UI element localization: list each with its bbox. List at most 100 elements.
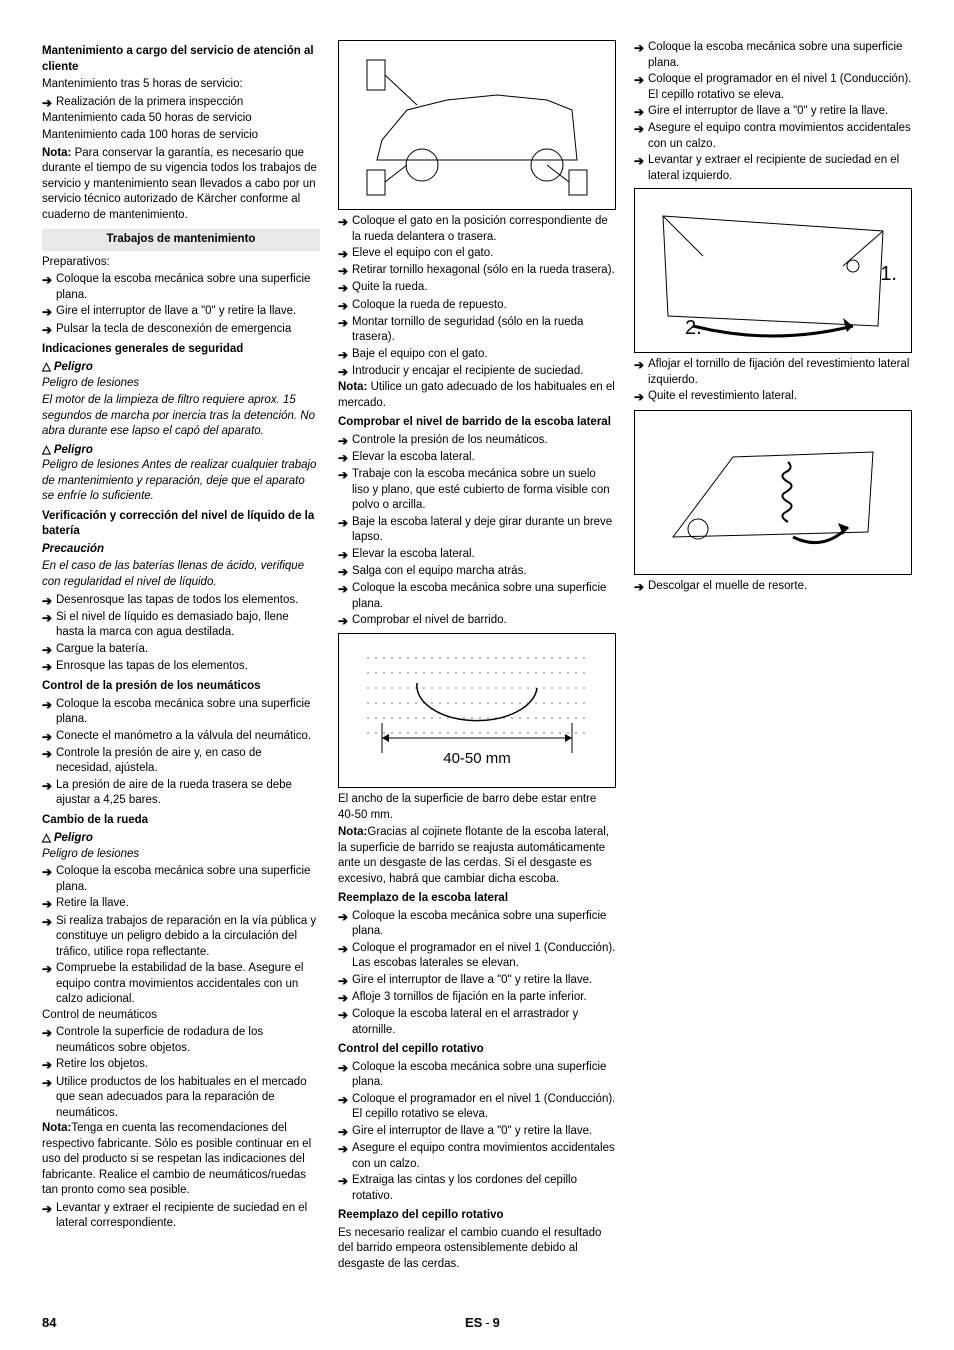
arrow-icon: ➔ bbox=[338, 547, 352, 563]
list-item: ➔Coloque el programador en el nivel 1 (C… bbox=[634, 72, 912, 103]
arrow-icon: ➔ bbox=[42, 95, 56, 111]
heading-check-roller: Control del cepillo rotativo bbox=[338, 1042, 616, 1058]
list-item: ➔Coloque la escoba mecánica sobre una su… bbox=[338, 909, 616, 940]
list-item: ➔Baje el equipo con el gato. bbox=[338, 347, 616, 363]
list-item: ➔Conecte el manómetro a la válvula del n… bbox=[42, 729, 320, 745]
figure-side-cover: 1. 2. bbox=[634, 188, 912, 353]
arrow-icon: ➔ bbox=[338, 564, 352, 580]
list-item: ➔Gire el interruptor de llave a "0" y re… bbox=[634, 104, 912, 120]
list-item: ➔Montar tornillo de seguridad (sólo en l… bbox=[338, 315, 616, 346]
arrow-icon: ➔ bbox=[42, 1057, 56, 1073]
list-item: ➔Levantar y extraer el recipiente de suc… bbox=[42, 1201, 320, 1232]
arrow-icon: ➔ bbox=[42, 778, 56, 794]
heading-tyre-pressure: Control de la presión de los neumáticos bbox=[42, 679, 320, 695]
arrow-icon: ➔ bbox=[42, 304, 56, 320]
list-item: ➔Coloque el gato en la posición correspo… bbox=[338, 214, 616, 245]
arrow-icon: ➔ bbox=[634, 72, 648, 88]
list-item: ➔Coloque la escoba mecánica sobre una su… bbox=[634, 40, 912, 71]
list-item: ➔Retire la llave. bbox=[42, 896, 320, 912]
arrow-icon: ➔ bbox=[42, 864, 56, 880]
list-item: ➔Coloque la rueda de repuesto. bbox=[338, 298, 616, 314]
danger-text: El motor de la limpieza de filtro requie… bbox=[42, 393, 320, 440]
list-item: ➔Coloque la escoba lateral en el arrastr… bbox=[338, 1007, 616, 1038]
list-item: ➔Enrosque las tapas de los elementos. bbox=[42, 659, 320, 675]
arrow-icon: ➔ bbox=[42, 697, 56, 713]
note: Nota: Utilice un gato adecuado de los ha… bbox=[338, 380, 616, 411]
list-item: ➔Elevar la escoba lateral. bbox=[338, 450, 616, 466]
arrow-icon: ➔ bbox=[338, 246, 352, 262]
arrow-icon: ➔ bbox=[338, 515, 352, 531]
list-item: ➔Salga con el equipo marcha atrás. bbox=[338, 564, 616, 580]
list-item: ➔Coloque el programador en el nivel 1 (C… bbox=[338, 941, 616, 972]
list-item: ➔Extraiga las cintas y los cordones del … bbox=[338, 1173, 616, 1204]
section-banner: Trabajos de mantenimiento bbox=[42, 229, 320, 251]
list-item: ➔Desenrosque las tapas de todos los elem… bbox=[42, 593, 320, 609]
list-item: ➔Coloque la escoba mecánica sobre una su… bbox=[42, 864, 320, 895]
list-item: ➔Comprobar el nivel de barrido. bbox=[338, 613, 616, 629]
arrow-icon: ➔ bbox=[42, 914, 56, 930]
arrow-icon: ➔ bbox=[338, 1007, 352, 1023]
arrow-icon: ➔ bbox=[338, 347, 352, 363]
arrow-icon: ➔ bbox=[338, 1092, 352, 1108]
arrow-icon: ➔ bbox=[634, 153, 648, 169]
step-label-2: 2. bbox=[685, 315, 702, 342]
arrow-icon: ➔ bbox=[42, 746, 56, 762]
arrow-icon: ➔ bbox=[338, 1141, 352, 1157]
list-item: ➔Trabaje con la escoba mecánica sobre un… bbox=[338, 467, 616, 514]
heading-safety: Indicaciones generales de seguridad bbox=[42, 342, 320, 358]
side-cover-icon bbox=[643, 196, 903, 346]
heading-replace-side-broom: Reemplazo de la escoba lateral bbox=[338, 891, 616, 907]
arrow-icon: ➔ bbox=[338, 581, 352, 597]
arrow-icon: ➔ bbox=[338, 364, 352, 380]
list-item: ➔Utilice productos de los habituales en … bbox=[42, 1075, 320, 1122]
text: Mantenimiento cada 100 horas de servicio bbox=[42, 128, 320, 144]
list-item: ➔La presión de aire de la rueda trasera … bbox=[42, 778, 320, 809]
arrow-icon: ➔ bbox=[42, 610, 56, 626]
caution-label: Precaución bbox=[42, 542, 320, 558]
heading-wheel-change: Cambio de la rueda bbox=[42, 813, 320, 829]
list-item: ➔Asegure el equipo contra movimientos ac… bbox=[634, 121, 912, 152]
list-item: ➔Si el nivel de líquido es demasiado baj… bbox=[42, 610, 320, 641]
list-item: ➔Coloque la escoba mecánica sobre una su… bbox=[338, 1060, 616, 1091]
list-item: ➔Controle la presión de aire y, en caso … bbox=[42, 746, 320, 777]
arrow-icon: ➔ bbox=[338, 263, 352, 279]
arrow-icon: ➔ bbox=[338, 433, 352, 449]
danger-sub: Peligro de lesiones bbox=[42, 847, 320, 863]
list-item: ➔Retirar tornillo hexagonal (sólo en la … bbox=[338, 263, 616, 279]
text: Mantenimiento cada 50 horas de servicio bbox=[42, 111, 320, 127]
arrow-icon: ➔ bbox=[338, 450, 352, 466]
arrow-icon: ➔ bbox=[42, 272, 56, 288]
list-item: ➔Pulsar la tecla de desconexión de emerg… bbox=[42, 322, 320, 338]
danger-label: △Peligro bbox=[42, 360, 320, 376]
list-item: ➔Elevar la escoba lateral. bbox=[338, 547, 616, 563]
list-item: ➔Asegure el equipo contra movimientos ac… bbox=[338, 1141, 616, 1172]
figure-spring bbox=[634, 410, 912, 575]
danger-sub: Peligro de lesiones bbox=[42, 376, 320, 392]
arrow-icon: ➔ bbox=[338, 909, 352, 925]
arrow-icon: ➔ bbox=[634, 121, 648, 137]
note: Nota: Para conservar la garantía, es nec… bbox=[42, 146, 320, 224]
page-footer: 84 ES-9 . bbox=[42, 1314, 912, 1332]
list-item: ➔Introducir y encajar el recipiente de s… bbox=[338, 364, 616, 380]
list-item: ➔Coloque el programador en el nivel 1 (C… bbox=[338, 1092, 616, 1123]
arrow-icon: ➔ bbox=[634, 389, 648, 405]
arrow-icon: ➔ bbox=[42, 1075, 56, 1091]
arrow-icon: ➔ bbox=[42, 1025, 56, 1041]
heading-battery: Verificación y corrección del nivel de l… bbox=[42, 509, 320, 540]
list-item: ➔Coloque la escoba mecánica sobre una su… bbox=[42, 272, 320, 303]
danger-label: △Peligro bbox=[42, 443, 320, 459]
step-label-1: 1. bbox=[880, 261, 897, 288]
arrow-icon: ➔ bbox=[338, 1173, 352, 1189]
arrow-icon: ➔ bbox=[42, 593, 56, 609]
arrow-icon: ➔ bbox=[338, 973, 352, 989]
list-item: ➔Gire el interruptor de llave a "0" y re… bbox=[338, 973, 616, 989]
list-item: ➔Compruebe la estabilidad de la base. As… bbox=[42, 961, 320, 1008]
page-number: 84 bbox=[42, 1314, 56, 1332]
arrow-icon: ➔ bbox=[338, 990, 352, 1006]
arrow-icon: ➔ bbox=[338, 1060, 352, 1076]
danger-text: Peligro de lesiones Antes de realizar cu… bbox=[42, 458, 320, 505]
figure-jack-positions bbox=[338, 40, 616, 210]
list-item: ➔Aflojar el tornillo de fijación del rev… bbox=[634, 357, 912, 388]
list-item: ➔Baje la escoba lateral y deje girar dur… bbox=[338, 515, 616, 546]
list-item: ➔Retire los objetos. bbox=[42, 1057, 320, 1073]
